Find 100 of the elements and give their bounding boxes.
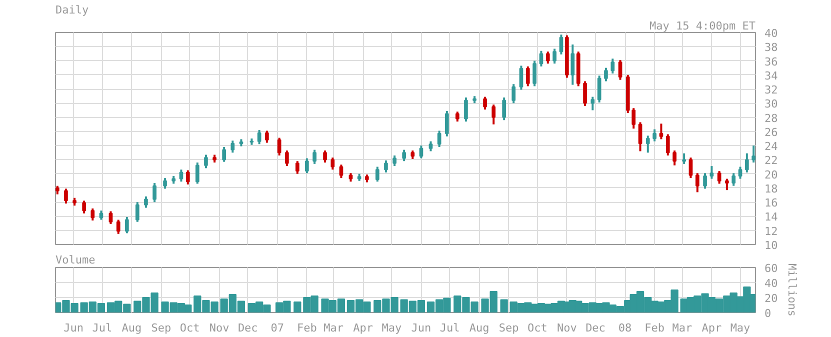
candlestick	[652, 128, 656, 142]
candlestick	[257, 129, 262, 146]
candlestick	[384, 159, 388, 174]
x-tick-label: May	[730, 322, 751, 334]
y-tick-label: 14	[764, 210, 778, 224]
candlestick	[445, 110, 449, 138]
y-tick-label: 26	[764, 126, 778, 139]
candlestick	[428, 140, 433, 152]
y-tick-label: 28	[764, 112, 778, 125]
candlestick	[108, 210, 113, 226]
candlestick	[546, 50, 550, 65]
chart-title: Volume	[56, 254, 96, 266]
annotation: May 15 4:00pm ET	[650, 20, 756, 32]
candlestick	[717, 170, 722, 185]
y-tick-label: 24	[764, 140, 778, 154]
y-tick-label: 32	[764, 84, 778, 97]
y-tick-label: 18	[764, 182, 778, 196]
candlestick	[82, 200, 86, 214]
candlestick	[682, 152, 686, 165]
candlestick	[539, 50, 544, 68]
candlestick	[526, 65, 530, 88]
candlestick	[64, 188, 68, 205]
candlestick	[752, 144, 756, 164]
x-tick-label: May	[382, 322, 402, 334]
x-tick-label: Apr	[702, 322, 722, 334]
x-tick-label: Jun	[411, 322, 432, 334]
candlestick	[186, 169, 190, 186]
y-tick-label: 20	[764, 168, 778, 182]
candlestick	[312, 148, 316, 165]
x-tick-label: 08	[618, 322, 632, 334]
y-tick-label: 34	[764, 69, 778, 82]
y-tick-label: 36	[764, 55, 778, 68]
y-tick-label: 0	[764, 307, 772, 320]
x-tick-label: Dec	[238, 322, 258, 334]
candlestick	[745, 152, 749, 174]
x-tick-label: Jul	[440, 322, 460, 334]
candlestick	[559, 34, 564, 56]
candlestick	[464, 96, 468, 123]
x-tick-label: Feb	[296, 322, 317, 334]
y-tick-label: 10	[764, 239, 778, 252]
bar	[500, 299, 508, 312]
candlestick	[437, 130, 442, 148]
candlestick	[195, 162, 200, 185]
candlestick	[125, 216, 129, 234]
candlestick	[285, 150, 289, 168]
y-tick-label: 40	[764, 27, 778, 40]
x-tick-label: Oct	[527, 322, 548, 334]
candlestick	[455, 110, 460, 123]
chart-title: Daily	[56, 4, 89, 16]
candlestick	[230, 140, 235, 154]
candlestick	[738, 166, 742, 180]
candlestick	[703, 172, 707, 190]
candlestick	[375, 166, 380, 183]
x-tick-label: 07	[270, 322, 284, 334]
x-tick-label: Sep	[498, 322, 519, 334]
y-tick-label: 20	[764, 292, 778, 305]
y-tick-label: 16	[764, 196, 778, 210]
x-tick-label: Feb	[644, 322, 664, 334]
candlestick	[204, 154, 208, 170]
x-tick-label: Mar	[324, 322, 344, 334]
candlestick	[646, 134, 650, 154]
candlestick	[688, 156, 693, 180]
x-tick-label: Dec	[586, 322, 606, 334]
candlestick	[116, 218, 120, 235]
candlestick	[732, 172, 736, 187]
candlestick	[402, 148, 406, 162]
candlestick	[552, 48, 556, 65]
candlestick	[265, 130, 269, 144]
candlestick	[502, 96, 506, 122]
candlestick	[163, 177, 167, 190]
candlestick	[710, 165, 714, 180]
y-tick-label: 60	[764, 262, 778, 275]
y-tick-label: 38	[764, 41, 778, 54]
candlestick	[323, 150, 327, 164]
x-tick-label: Jun	[64, 322, 84, 334]
candlestick	[152, 182, 156, 204]
candlestick	[330, 156, 335, 171]
x-tick-label: Nov	[556, 322, 578, 334]
y-tick-label: 22	[764, 154, 778, 168]
candlestick	[90, 207, 95, 222]
x-tick-label: Sep	[151, 322, 172, 334]
candlestick	[590, 96, 595, 112]
candlestick	[532, 60, 536, 88]
candlestick	[618, 59, 622, 81]
x-tick-label: Aug	[122, 322, 142, 334]
x-tick-label: Oct	[180, 322, 200, 334]
candlestick	[519, 64, 524, 91]
candlestick	[492, 104, 496, 126]
candlestick	[659, 122, 664, 140]
x-tick-label: Nov	[209, 322, 230, 334]
y-tick-label: 40	[764, 277, 778, 290]
candlestick	[695, 172, 700, 194]
candlestick	[419, 144, 424, 160]
candlestick	[604, 66, 608, 82]
bar	[294, 302, 302, 312]
x-tick-label: Jul	[92, 322, 112, 334]
candlestick	[305, 157, 309, 174]
y-axis-title: Millions	[786, 264, 799, 316]
candlestick	[483, 96, 487, 111]
candlestick	[583, 80, 587, 107]
